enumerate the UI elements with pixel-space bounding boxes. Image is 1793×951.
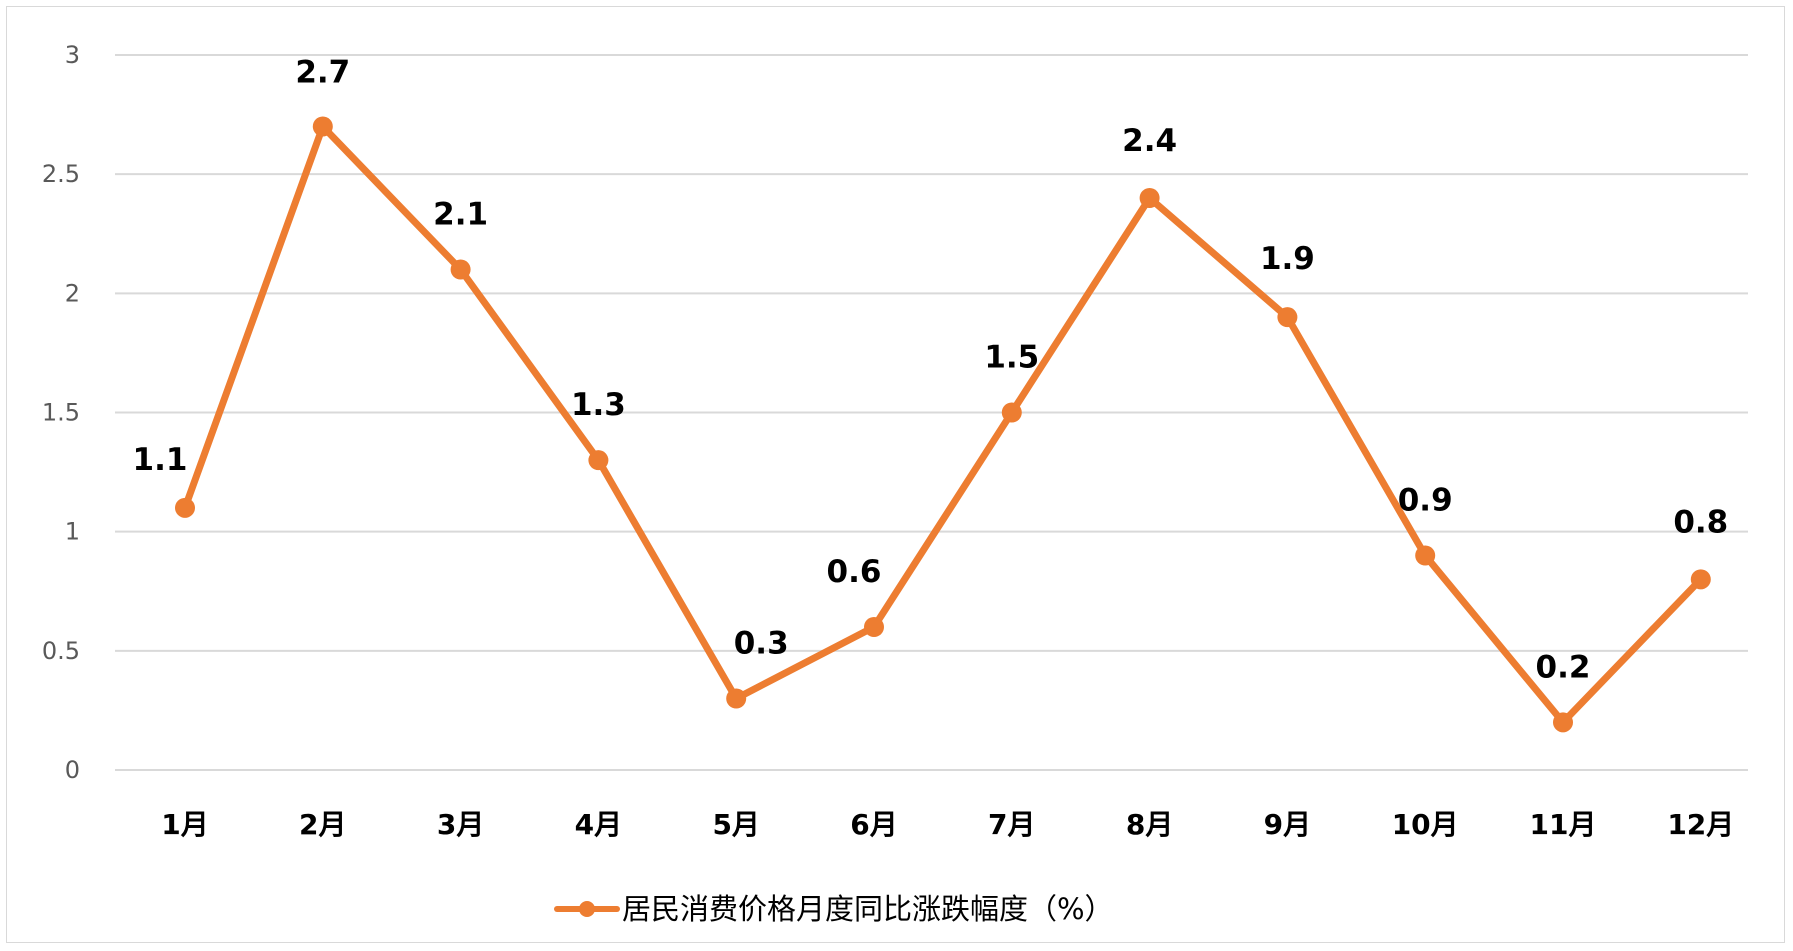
data-label: 2.7 [295,55,350,91]
data-labels: 1.1 2.7 2.1 1.3 0.3 0.6 1.5 2.4 1.9 0.9 0.2 0.8 [133,55,1729,686]
x-tick-label: 7月 [988,808,1035,841]
legend-point-marker [579,901,595,917]
data-point [1139,188,1160,208]
data-label: 0.9 [1398,483,1453,519]
x-tick-label: 3月 [437,808,484,841]
data-label: 0.6 [827,554,882,590]
data-point [726,688,747,709]
data-label: 0.8 [1673,504,1728,540]
x-axis-ticks: 1月 2月 3月 4月 5月 6月 7月 8月 9月 10月 11月 12月 [161,808,1734,841]
data-point [1553,712,1573,733]
data-point [1001,402,1022,423]
data-label: 1.1 [133,442,188,478]
data-label: 1.3 [571,387,626,423]
x-tick-label: 6月 [850,808,897,841]
data-label: 0.3 [734,626,789,662]
data-label: 2.1 [433,197,488,233]
chart-frame [6,6,1785,943]
x-tick-label: 4月 [575,808,622,841]
x-tick-label: 12月 [1667,808,1734,841]
x-tick-label: 9月 [1264,808,1311,841]
y-tick-label: 3 [65,41,80,69]
data-label: 1.9 [1260,241,1315,277]
data-point [588,450,609,471]
data-label: 0.2 [1536,649,1591,685]
x-tick-label: 10月 [1392,808,1459,841]
x-tick-label: 8月 [1126,808,1173,841]
data-point [450,259,471,280]
legend: 居民消费价格月度同比涨跌幅度（%） [554,892,1114,926]
gridlines [115,54,1748,771]
series-layer [175,116,1711,733]
data-point [1690,569,1711,590]
data-point [864,617,884,637]
x-tick-label: 11月 [1530,808,1597,841]
data-point [312,116,333,137]
y-tick-label: 2 [65,279,80,307]
data-label: 2.4 [1122,123,1177,159]
series-line [181,123,1705,726]
data-point [1415,545,1436,566]
legend-label: 居民消费价格月度同比涨跌幅度（%） [622,892,1114,926]
data-point [1277,307,1298,328]
y-tick-label: 1.5 [42,399,80,427]
x-tick-label: 1月 [161,808,208,841]
y-tick-label: 1 [65,518,80,546]
y-tick-label: 2.5 [42,160,80,188]
y-tick-label: 0.5 [42,637,80,665]
data-point [175,497,195,518]
y-axis-ticks: 0 0.5 1 1.5 2 2.5 3 [42,41,80,784]
x-tick-label: 2月 [299,808,346,841]
y-tick-label: 0 [65,756,80,784]
x-tick-label: 5月 [712,808,759,841]
data-label: 1.5 [984,340,1039,376]
